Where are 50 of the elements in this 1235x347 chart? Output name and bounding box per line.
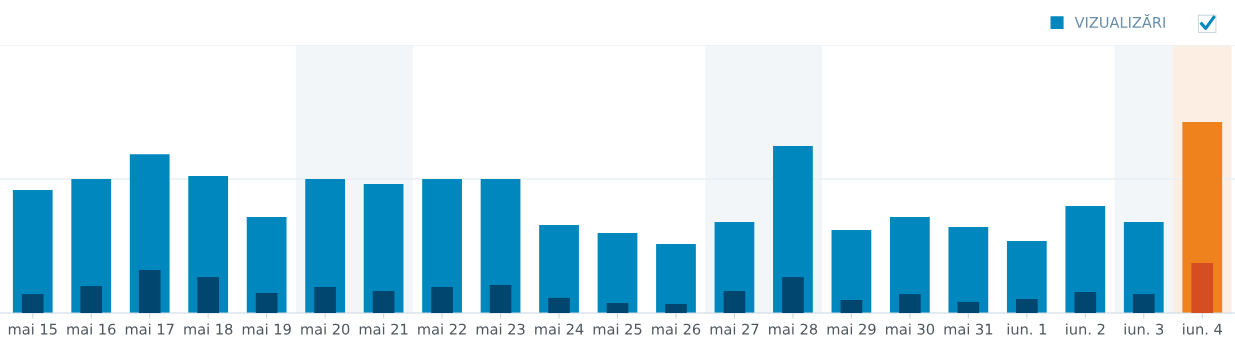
bar <box>1132 294 1155 313</box>
bar <box>948 227 989 313</box>
bar <box>21 294 44 313</box>
x-tick-label: iun. 2 <box>1066 323 1105 335</box>
x-tick-label: mai 19 <box>242 323 291 335</box>
x-tick-label: mai 15 <box>8 323 57 335</box>
x-tick-label: mai 27 <box>710 323 759 335</box>
x-tick-label: mai 26 <box>652 323 701 335</box>
bar <box>548 297 570 313</box>
bar <box>80 286 103 313</box>
x-tick-label: mai 22 <box>418 323 466 335</box>
legend-label: VIZUALIZĂRI <box>1074 13 1165 28</box>
x-tick-label: mai 29 <box>827 323 876 335</box>
x-tick-label: mai 18 <box>184 323 233 335</box>
bar <box>372 291 395 313</box>
x-tick-label: mai 28 <box>769 323 818 335</box>
x-tick-label: mai 31 <box>944 323 993 335</box>
bar <box>1191 262 1214 313</box>
bar <box>656 244 696 313</box>
x-tick-label: mai 16 <box>67 323 116 335</box>
bar <box>431 287 453 313</box>
bar <box>255 292 278 313</box>
x-tick-label: iun. 4 <box>1183 323 1222 335</box>
x-tick-label: mai 25 <box>593 323 642 335</box>
bar <box>363 184 404 313</box>
bar <box>723 291 746 313</box>
bar <box>899 294 921 313</box>
x-tick-label: mai 30 <box>886 323 935 335</box>
bar <box>665 304 687 313</box>
x-tick-label: mai 20 <box>301 323 350 335</box>
x-tick-label: mai 24 <box>535 323 584 335</box>
bar <box>1016 299 1038 313</box>
bar <box>197 277 219 313</box>
bar <box>840 300 863 313</box>
bar <box>314 287 336 313</box>
bar <box>782 277 804 313</box>
bar <box>606 303 629 313</box>
x-tick-label: iun. 1 <box>1007 323 1047 335</box>
bar <box>831 229 872 313</box>
x-tick-label: mai 17 <box>125 323 174 335</box>
bar <box>489 284 512 313</box>
bar <box>1074 291 1097 313</box>
bar <box>597 232 638 313</box>
bar <box>957 301 980 313</box>
bar <box>12 190 53 313</box>
x-tick-label: mai 21 <box>359 323 408 335</box>
x-tick-label: mai 23 <box>476 323 525 335</box>
x-tick-label: iun. 3 <box>1124 323 1164 335</box>
bar <box>138 270 161 313</box>
bar <box>539 224 579 313</box>
